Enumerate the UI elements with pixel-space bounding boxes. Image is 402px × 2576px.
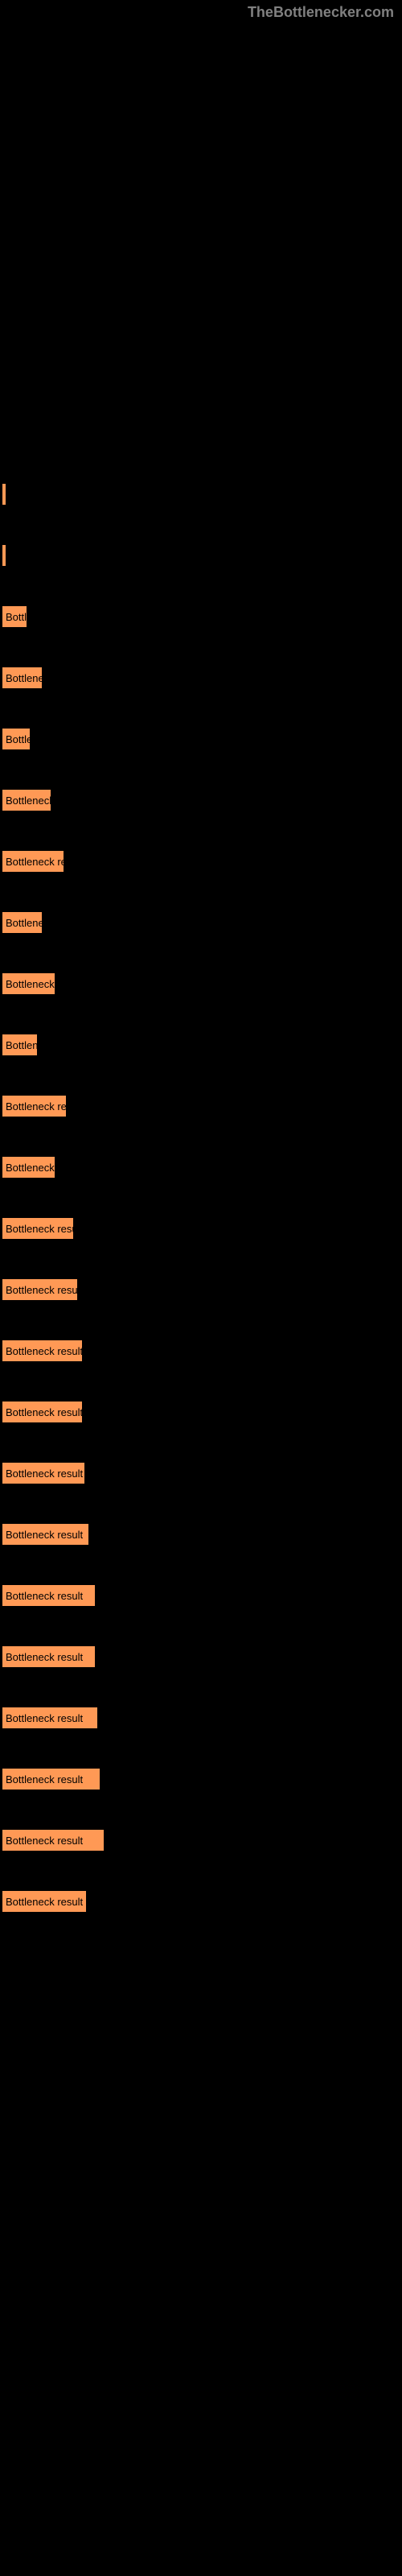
chart-bar: Bottle	[2, 605, 27, 628]
bar-row: Bottleneck result	[2, 1278, 402, 1301]
bar-row: Bottlen	[2, 728, 402, 750]
bar-row: Bottleneck re	[2, 972, 402, 995]
chart-bar	[2, 544, 6, 567]
bar-row: Bottleneck result	[2, 1645, 402, 1668]
bar-row: Bottleneck resu	[2, 850, 402, 873]
bar-label: Bottleneck result	[6, 1590, 83, 1602]
bar-label: Bottleneck result	[6, 1651, 83, 1663]
bar-label: Bottleneck result	[6, 1529, 83, 1541]
bar-row: Bottleneck result	[2, 1707, 402, 1729]
bar-label: Bottleneck result	[6, 1896, 83, 1908]
bar-label: Bottleneck	[6, 917, 42, 929]
bar-row: Bottleneck result	[2, 1340, 402, 1362]
bar-row: Bottleneck re	[2, 1156, 402, 1179]
bar-row: Bottle	[2, 605, 402, 628]
chart-bar: Bottleneck result	[2, 1890, 87, 1913]
bar-row: Bottleneck result	[2, 1401, 402, 1423]
bar-row: Bottleneck result	[2, 1584, 402, 1607]
bar-chart: Bottle Bottleneck Bottlen Bottleneck r Bottl…	[0, 0, 402, 1913]
chart-bar: Bottleneck	[2, 667, 43, 689]
chart-bar: Bottleneck r	[2, 789, 51, 811]
chart-bar: Bottleneck result	[2, 1217, 74, 1240]
bar-label: Bottlenec	[6, 1039, 37, 1051]
chart-bar: Bottleneck resu	[2, 850, 64, 873]
bar-row: Bottleneck result	[2, 1217, 402, 1240]
chart-bar: Bottleneck result	[2, 1829, 105, 1852]
bar-label: Bottleneck result	[6, 1345, 82, 1357]
chart-bar: Bottleneck	[2, 911, 43, 934]
bar-label: Bottle	[6, 611, 27, 623]
chart-bar: Bottleneck result	[2, 1462, 85, 1484]
bar-label: Bottleneck result	[6, 1835, 83, 1847]
bar-label: Bottleneck result	[6, 1284, 77, 1296]
bar-label: Bottleneck result	[6, 1773, 83, 1785]
bar-label: Bottleneck re	[6, 1162, 55, 1174]
bar-row: Bottlenec	[2, 1034, 402, 1056]
chart-bar: Bottleneck result	[2, 1768, 100, 1790]
bar-label: Bottleneck result	[6, 1468, 83, 1480]
bar-label: Bottleneck re	[6, 978, 55, 990]
bar-row: Bottleneck r	[2, 789, 402, 811]
chart-bar: Bottlen	[2, 728, 31, 750]
chart-bar: Bottleneck result	[2, 1523, 89, 1546]
bar-label: Bottleneck resu	[6, 856, 64, 868]
bar-row: Bottleneck result	[2, 1462, 402, 1484]
bar-row: Bottleneck	[2, 911, 402, 934]
bar-label: Bottleneck result	[6, 1712, 83, 1724]
bar-label: Bottleneck	[6, 672, 42, 684]
chart-bar: Bottleneck result	[2, 1340, 83, 1362]
bar-row: Bottleneck resul	[2, 1095, 402, 1117]
chart-bar: Bottleneck result	[2, 1584, 96, 1607]
bar-row: Bottleneck result	[2, 1768, 402, 1790]
chart-bar: Bottleneck result	[2, 1707, 98, 1729]
bar-label: Bottleneck r	[6, 795, 51, 807]
chart-bar: Bottleneck resul	[2, 1095, 67, 1117]
bar-label: Bottleneck resul	[6, 1100, 66, 1113]
bar-label: Bottlen	[6, 733, 30, 745]
chart-bar: Bottleneck result	[2, 1645, 96, 1668]
bar-row: Bottleneck result	[2, 1890, 402, 1913]
chart-bar: Bottleneck re	[2, 1156, 55, 1179]
bar-row	[2, 483, 402, 506]
bar-label: Bottleneck result	[6, 1406, 82, 1418]
chart-bar: Bottlenec	[2, 1034, 38, 1056]
bar-row: Bottleneck	[2, 667, 402, 689]
bar-row: Bottleneck result	[2, 1523, 402, 1546]
bar-row	[2, 544, 402, 567]
chart-bar: Bottleneck result	[2, 1278, 78, 1301]
watermark-text: TheBottlenecker.com	[248, 4, 394, 21]
chart-bar: Bottleneck result	[2, 1401, 83, 1423]
bar-label: Bottleneck result	[6, 1223, 73, 1235]
chart-bar: Bottleneck re	[2, 972, 55, 995]
chart-bar	[2, 483, 6, 506]
bar-row: Bottleneck result	[2, 1829, 402, 1852]
